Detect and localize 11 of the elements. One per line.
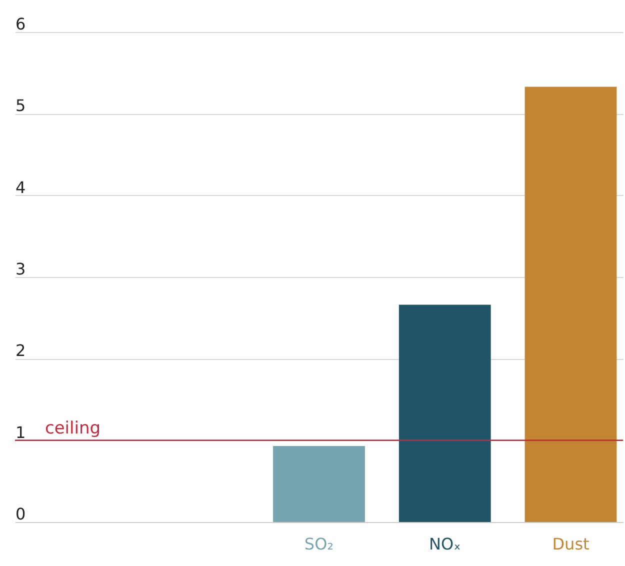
y-tick-label: 3: [16, 260, 26, 278]
x-tick-label: Dust: [552, 534, 590, 554]
y-tick-label: 6: [16, 14, 26, 34]
x-tick-label: NOₓ: [429, 534, 461, 554]
y-tick-label: 0: [16, 504, 26, 524]
y-tick-label: 5: [16, 96, 26, 116]
x-tick-label: SO₂: [304, 534, 334, 554]
y-tick-label: 4: [16, 178, 26, 197]
ref-line-label: ceiling: [45, 418, 101, 438]
y-tick-label: 1: [16, 422, 26, 442]
y-tick-label: 2: [16, 341, 26, 360]
